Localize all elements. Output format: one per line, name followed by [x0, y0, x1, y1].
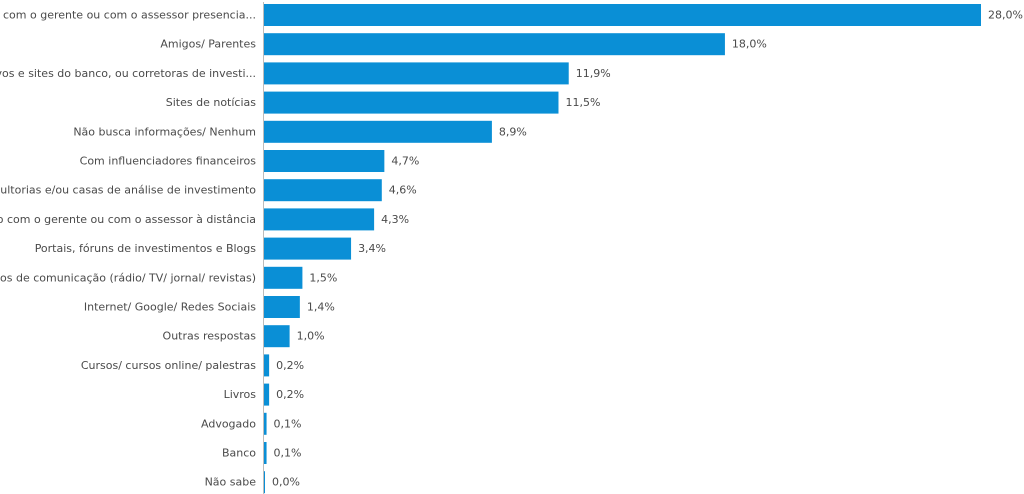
- value-label-1: 18,0%: [732, 38, 767, 51]
- category-label-16: Não sabe: [205, 476, 257, 489]
- category-label-5: Com influenciadores financeiros: [80, 155, 257, 168]
- bar-16: [264, 471, 265, 494]
- value-label-15: 0,1%: [274, 447, 302, 460]
- value-label-16: 0,0%: [272, 476, 300, 489]
- bars-group: [264, 4, 981, 494]
- value-label-6: 4,6%: [389, 184, 417, 197]
- value-label-13: 0,2%: [276, 388, 304, 401]
- value-label-9: 1,5%: [309, 271, 337, 284]
- bar-1: [264, 33, 725, 56]
- category-label-4: Não busca informações/ Nenhum: [73, 125, 256, 138]
- bar-8: [264, 237, 352, 260]
- bar-13: [264, 383, 270, 406]
- bar-3: [264, 91, 559, 114]
- bar-5: [264, 150, 385, 172]
- value-label-0: 28,0%: [988, 9, 1023, 22]
- bar-9: [264, 266, 303, 289]
- value-label-10: 1,4%: [307, 301, 335, 314]
- bar-2: [264, 62, 569, 85]
- category-label-1: Amigos/ Parentes: [160, 38, 256, 51]
- category-labels-group: Falando com o gerente ou com o assessor …: [0, 9, 256, 489]
- value-label-5: 4,7%: [391, 155, 419, 168]
- category-label-9: Meios de comunicação (rádio/ TV/ jornal/…: [0, 271, 256, 284]
- category-label-7: Falando com o gerente ou com o assessor …: [0, 213, 256, 226]
- value-label-2: 11,9%: [576, 67, 611, 80]
- bar-6: [264, 179, 382, 202]
- category-label-3: Sites de notícias: [166, 96, 257, 109]
- category-label-15: Banco: [222, 447, 256, 460]
- value-label-4: 8,9%: [499, 125, 527, 138]
- value-label-3: 11,5%: [565, 96, 600, 109]
- bar-7: [264, 208, 375, 231]
- category-label-14: Advogado: [201, 417, 256, 430]
- category-label-0: Falando com o gerente ou com o assessor …: [0, 9, 256, 22]
- category-label-13: Livros: [224, 388, 257, 401]
- value-label-8: 3,4%: [358, 242, 386, 255]
- bar-10: [264, 296, 300, 318]
- category-label-10: Internet/ Google/ Redes Sociais: [84, 301, 256, 314]
- category-label-2: Aplicativos e sites do banco, ou correto…: [0, 67, 256, 80]
- bar-14: [264, 412, 267, 435]
- category-label-8: Portais, fóruns de investimentos e Blogs: [35, 242, 257, 255]
- category-label-11: Outras respostas: [163, 330, 257, 343]
- bar-12: [264, 354, 270, 377]
- value-label-7: 4,3%: [381, 213, 409, 226]
- value-label-12: 0,2%: [276, 359, 304, 372]
- category-label-12: Cursos/ cursos online/ palestras: [81, 359, 256, 372]
- value-label-14: 0,1%: [274, 417, 302, 430]
- category-label-6: Consultorias e/ou casas de análise de in…: [0, 184, 256, 197]
- bar-15: [264, 442, 267, 464]
- bar-0: [264, 4, 981, 26]
- value-labels-group: 28,0% 18,0% 11,9% 11,5% 8,9% 4,7% 4,6% 4,3% 3,4%…: [272, 9, 1023, 489]
- value-label-11: 1,0%: [297, 330, 325, 343]
- bar-11: [264, 325, 290, 348]
- bar-4: [264, 120, 492, 143]
